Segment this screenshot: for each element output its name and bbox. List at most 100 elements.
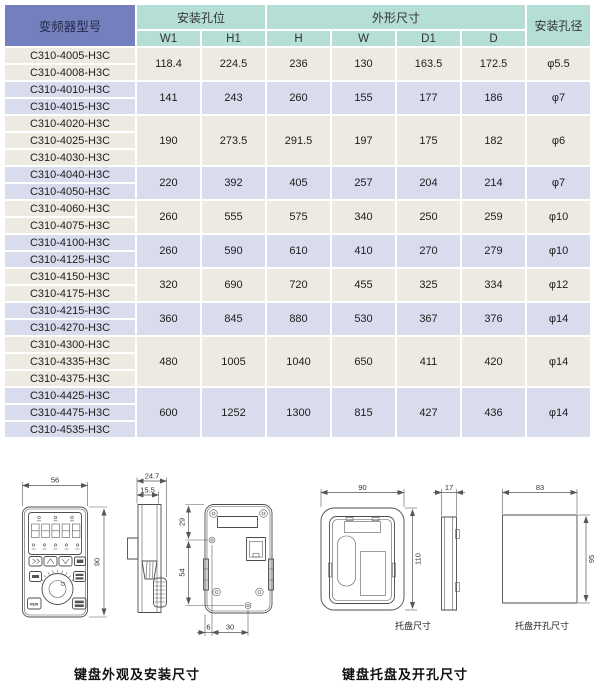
value-cell: 360 (137, 303, 200, 335)
value-cell: 243 (202, 82, 265, 114)
value-cell: 1300 (267, 388, 330, 437)
enter-button[interactable] (74, 556, 86, 566)
hole-cell: φ12 (527, 269, 590, 301)
value-cell: 530 (332, 303, 395, 335)
dim-side-depth-body: 15.5 (136, 486, 159, 504)
model-cell: C310-4100-H3C (5, 235, 135, 250)
value-cell: 410 (332, 235, 395, 267)
mounting-hole-left (208, 536, 216, 544)
hole-cell: φ5.5 (527, 48, 590, 80)
value-cell: 279 (462, 235, 525, 267)
table-row: C310-4475-H3C (5, 405, 590, 420)
chevron-up-icon (46, 558, 55, 564)
keypad-side-view: 24.7 15.5 (127, 472, 167, 613)
run-button-label: RUN (30, 602, 38, 606)
svg-text:54: 54 (178, 568, 187, 576)
svg-text:15.5: 15.5 (140, 486, 155, 495)
tray-top-slot (344, 521, 381, 533)
value-cell: 405 (267, 167, 330, 199)
value-cell: 236 (267, 48, 330, 80)
value-cell: 270 (397, 235, 460, 267)
value-cell: 720 (267, 269, 330, 301)
hole-cell: φ14 (527, 337, 590, 386)
knob-side (153, 577, 167, 608)
svg-text:6: 6 (206, 623, 210, 632)
value-cell: 291.5 (267, 116, 330, 165)
double-chevron-right-icon (32, 558, 41, 564)
value-cell: 197 (332, 116, 395, 165)
column-header-model: 变频器型号 (5, 5, 135, 46)
side-connector-tab (127, 537, 139, 560)
value-cell: 480 (137, 337, 200, 386)
mk-button[interactable] (29, 571, 42, 582)
value-cell: 815 (332, 388, 395, 437)
value-cell: 182 (462, 116, 525, 165)
value-cell: 690 (202, 269, 265, 301)
tray-left-slot (337, 535, 356, 587)
dim-front-height: 90 (89, 506, 107, 618)
run-button[interactable]: RUN (27, 597, 42, 610)
value-cell: 186 (462, 82, 525, 114)
column-header-w1: W1 (137, 31, 200, 46)
value-cell: 224.5 (202, 48, 265, 80)
value-cell: 340 (332, 201, 395, 233)
value-cell: 190 (137, 116, 200, 165)
hole-cell: φ6 (527, 116, 590, 165)
model-cell: C310-4060-H3C (5, 201, 135, 216)
table-row: C310-4175-H3C (5, 286, 590, 301)
value-cell: 590 (202, 235, 265, 267)
model-cell: C310-4005-H3C (5, 48, 135, 63)
value-cell: 214 (462, 167, 525, 199)
up-button[interactable] (43, 556, 58, 567)
hole-cell: φ14 (527, 388, 590, 437)
table-row: C310-4535-H3C (5, 422, 590, 437)
svg-text:17: 17 (445, 483, 453, 492)
model-cell: C310-4010-H3C (5, 82, 135, 97)
model-cell: C310-4050-H3C (5, 184, 135, 199)
svg-text:29: 29 (178, 518, 187, 526)
func-button[interactable] (73, 571, 86, 582)
corner-screw-icons (209, 509, 268, 597)
caption-tray-dimensions: 键盘托盘及开孔尺寸 (341, 667, 468, 682)
chevron-down-icon (61, 558, 70, 565)
tray-opening-caption: 托盘开孔尺寸 (515, 620, 569, 631)
model-cell: C310-4375-H3C (5, 371, 135, 386)
value-cell: 155 (332, 82, 395, 114)
table-row: C310-4005-H3C 118.4 224.5 236 130 163.5 … (5, 48, 590, 80)
knob[interactable] (40, 570, 75, 605)
value-cell: 259 (462, 201, 525, 233)
value-cell: 555 (202, 201, 265, 233)
value-cell: 260 (137, 235, 200, 267)
model-cell: C310-4008-H3C (5, 65, 135, 80)
svg-text:83: 83 (536, 483, 544, 492)
column-header-mounting-holes: 安装孔位 (137, 5, 265, 29)
side-rails (203, 558, 274, 591)
value-cell: 1252 (202, 388, 265, 437)
value-cell: 177 (397, 82, 460, 114)
shift-button[interactable] (28, 556, 43, 567)
svg-text:110: 110 (414, 553, 423, 565)
table-row: C310-4425-H3C 600 1252 1300 815 427 436 … (5, 388, 590, 437)
value-cell: 376 (462, 303, 525, 335)
stop-reset-button[interactable] (72, 597, 87, 610)
table-row: C310-4008-H3C (5, 65, 590, 80)
down-button[interactable] (58, 556, 73, 567)
model-cell: C310-4175-H3C (5, 286, 135, 301)
value-cell: 610 (267, 235, 330, 267)
value-cell: 260 (137, 201, 200, 233)
value-cell: 392 (202, 167, 265, 199)
value-cell: 575 (267, 201, 330, 233)
value-cell: 880 (267, 303, 330, 335)
mounting-hole-bottom (244, 602, 252, 609)
tray-caption: 托盘尺寸 (395, 620, 431, 631)
value-cell: 130 (332, 48, 395, 80)
table-row: C310-4335-H3C (5, 354, 590, 369)
value-cell: 420 (462, 337, 525, 386)
value-cell: 1040 (267, 337, 330, 386)
table-row: C310-4040-H3C 220 392 405 257 204 214 φ7 (5, 167, 590, 199)
model-cell: C310-4025-H3C (5, 133, 135, 148)
column-header-outline-dims: 外形尺寸 (267, 5, 525, 29)
table-row: C310-4375-H3C (5, 371, 590, 386)
model-cell: C310-4075-H3C (5, 218, 135, 233)
table-row: C310-4270-H3C (5, 320, 590, 335)
